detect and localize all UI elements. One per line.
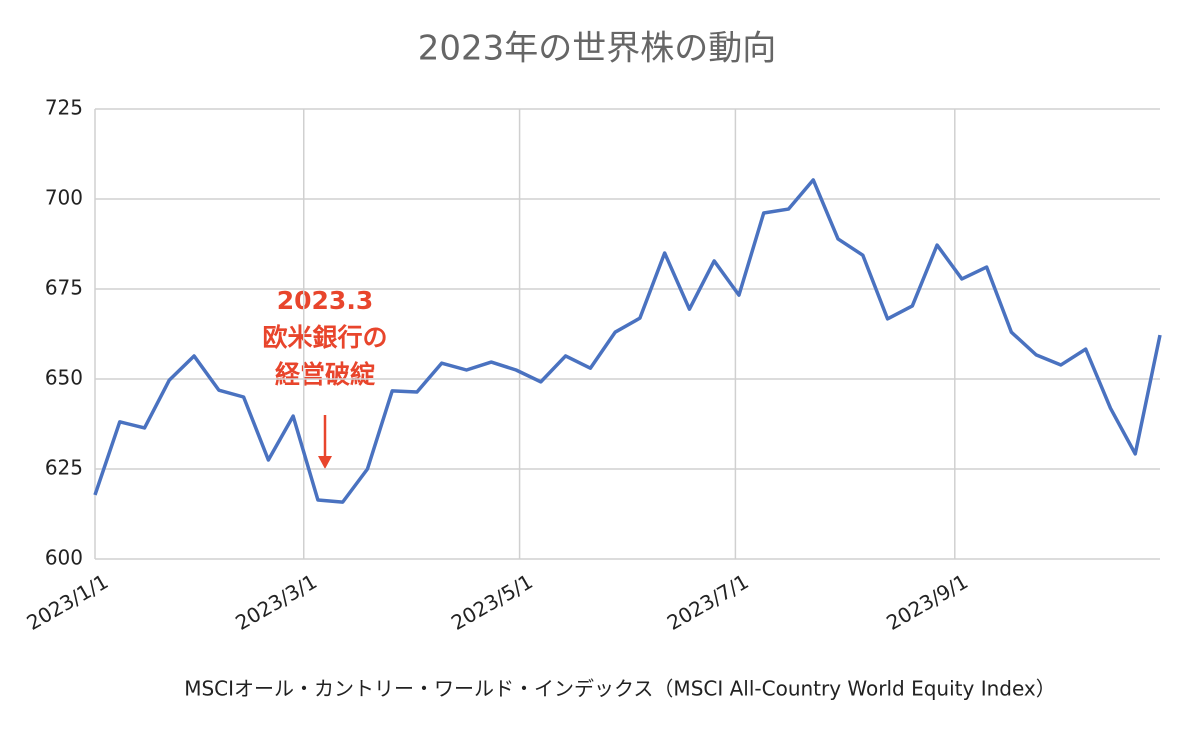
annotation-text: 2023.3 [277,286,373,315]
x-tick-label: 2023/1/1 [22,569,112,635]
y-tick-label: 625 [45,456,83,480]
x-axis-label: MSCIオール・カントリー・ワールド・インデックス（MSCI All-Count… [184,677,1056,701]
annotation-text: 経営破綻 [275,360,376,389]
y-tick-label: 650 [45,366,83,390]
x-tick-label: 2023/3/1 [231,569,321,635]
data-line [93,178,1162,504]
x-tick-label: 2023/7/1 [663,569,753,635]
annotation-text: 欧米銀行の [262,323,387,352]
y-tick-label: 725 [45,96,83,120]
y-tick-label: 675 [45,276,83,300]
y-tick-label: 700 [45,186,83,210]
chart-title: 2023年の世界株の動向 [418,29,777,69]
y-tick-label: 600 [45,546,83,570]
x-tick-label: 2023/5/1 [447,569,537,635]
annotation-arrowhead [318,456,332,469]
x-tick-label: 2023/9/1 [882,569,972,635]
